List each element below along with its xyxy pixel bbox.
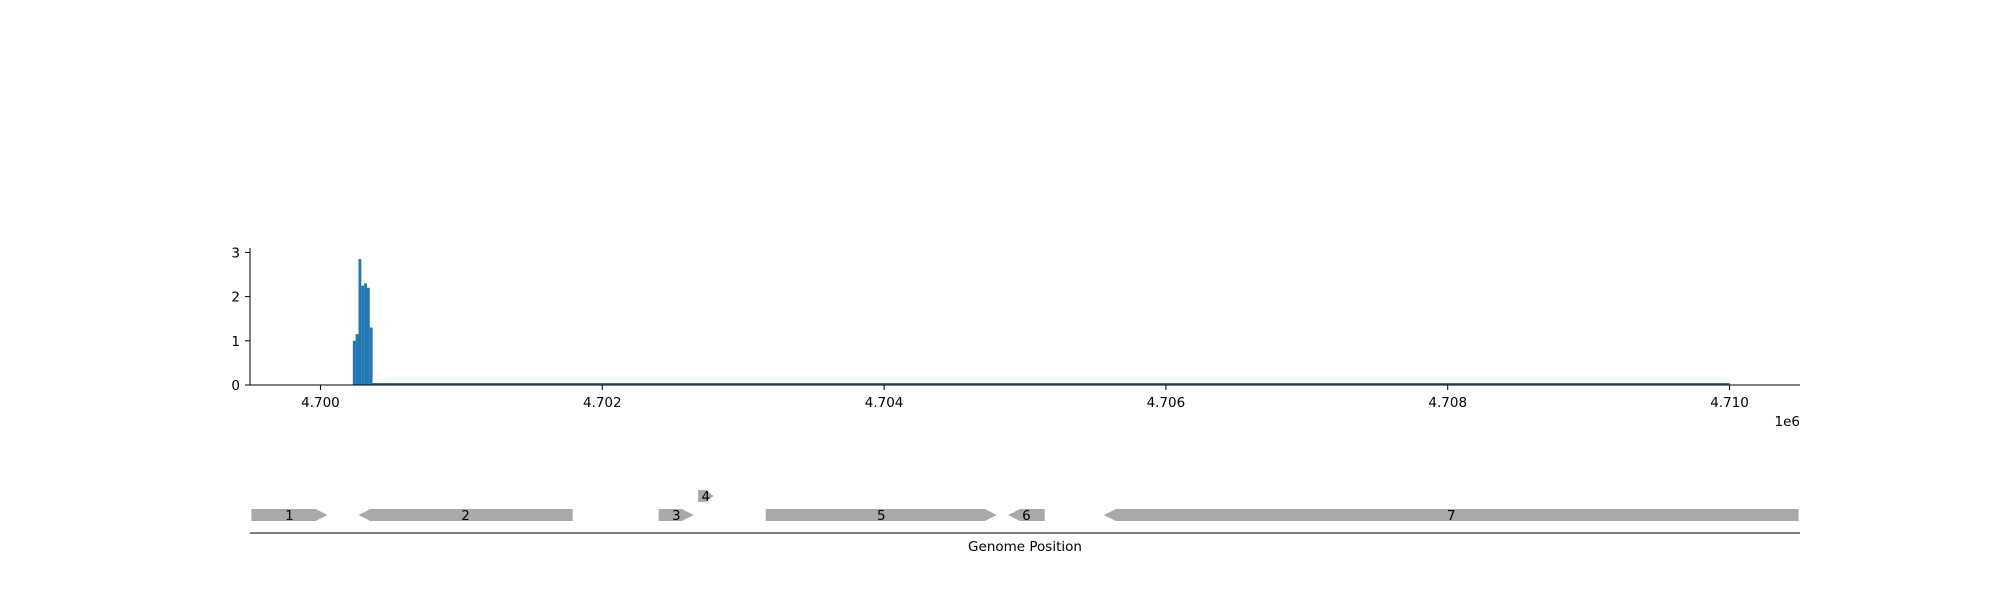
gene-track: 1 2 3 4 5 6 7 Genome Position <box>250 489 1800 555</box>
gene-arrows: 1 2 3 4 5 6 7 <box>251 489 1799 524</box>
gene-label-6: 6 <box>1022 508 1031 524</box>
gene-label-3: 3 <box>672 508 681 524</box>
gene-label-5: 5 <box>877 508 886 524</box>
x-tick-label: 4.706 <box>1147 395 1186 411</box>
y-axis-ticks: 0 1 2 3 <box>231 245 250 394</box>
y-tick-label: 2 <box>231 290 240 306</box>
coverage-plot: 4.700 4.702 4.704 4.706 4.708 4.710 0 1 2 3 1e6 <box>231 245 1800 430</box>
x-tick-label: 4.710 <box>1710 395 1749 411</box>
x-tick-label: 4.704 <box>865 395 904 411</box>
y-tick-label: 3 <box>231 245 240 261</box>
coverage-bar-6 <box>366 287 370 385</box>
gene-label-1: 1 <box>285 508 294 524</box>
gene-arrow-7 <box>1103 509 1799 521</box>
coverage-bar-3 <box>358 259 362 385</box>
gene-label-7: 7 <box>1447 508 1456 524</box>
gene-label-4: 4 <box>702 489 711 505</box>
gene-arrow-1 <box>251 509 328 521</box>
gene-arrow-5 <box>765 509 997 521</box>
gene-arrow-2 <box>358 509 573 521</box>
x-axis-offset-label: 1e6 <box>1775 414 1800 430</box>
coverage-bar-1 <box>352 340 356 385</box>
coverage-bars <box>352 259 373 385</box>
y-tick-label: 1 <box>231 334 240 350</box>
gene-arrow-4 <box>698 490 714 502</box>
x-tick-label: 4.700 <box>301 395 340 411</box>
coverage-bar-2 <box>355 334 359 385</box>
y-tick-label: 0 <box>231 378 240 394</box>
x-tick-label: 4.702 <box>583 395 622 411</box>
gene-arrow-3 <box>658 509 694 521</box>
coverage-bar-7 <box>369 327 373 385</box>
x-axis-ticks: 4.700 4.702 4.704 4.706 4.708 4.710 <box>301 385 1749 411</box>
coverage-bar-5 <box>364 283 367 385</box>
gene-label-2: 2 <box>461 508 470 524</box>
x-axis-label: Genome Position <box>968 539 1082 555</box>
x-tick-label: 4.708 <box>1428 395 1467 411</box>
gene-arrow-6 <box>1008 509 1045 521</box>
coverage-bar-4 <box>361 285 365 385</box>
